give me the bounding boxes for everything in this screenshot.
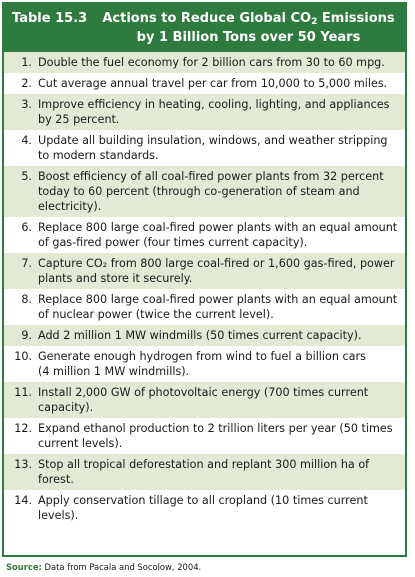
title-line1: Actions to Reduce Global CO bbox=[102, 11, 312, 26]
row-text-line: Add 2 million 1 MW windmills (50 times c… bbox=[38, 329, 362, 342]
row-number: 14. bbox=[14, 494, 32, 507]
table-row: 9. Add 2 million 1 MW windmills (50 times… bbox=[4, 325, 405, 346]
row-text-line: plants and store it securely. bbox=[38, 272, 193, 285]
row-text-line: Update all building insulation, windows,… bbox=[38, 134, 388, 147]
row-text-line: Capture CO₂ from 800 large coal-fired or… bbox=[38, 257, 395, 270]
row-number: 12. bbox=[14, 422, 32, 435]
table-row: 11. Install 2,000 GW of photovoltaic ener… bbox=[4, 382, 405, 418]
row-text-line: of nuclear power (twice the current leve… bbox=[38, 308, 274, 321]
row-text-line: by 25 percent. bbox=[38, 113, 120, 126]
row-text: Generate enough hydrogen from wind to fu… bbox=[38, 349, 399, 379]
row-text: Apply conservation tillage to all cropla… bbox=[38, 493, 399, 523]
row-number: 13. bbox=[14, 458, 32, 471]
row-text-line: electricity). bbox=[38, 200, 102, 213]
row-text: Replace 800 large coal-fired power plant… bbox=[38, 292, 399, 322]
source-label: Source: bbox=[6, 562, 42, 572]
row-number: 4. bbox=[21, 134, 32, 147]
row-number: 8. bbox=[21, 293, 32, 306]
table-row: 6. Replace 800 large coal-fired power pla… bbox=[4, 217, 405, 253]
row-number: 2. bbox=[21, 77, 32, 90]
row-text-line: Boost efficiency of all coal-fired power… bbox=[38, 170, 384, 183]
row-number: 9. bbox=[21, 329, 32, 342]
row-text-line: Apply conservation tillage to all cropla… bbox=[38, 494, 368, 507]
row-text: Expand ethanol production to 2 trillion … bbox=[38, 421, 399, 451]
row-text: Improve efficiency in heating, cooling, … bbox=[38, 97, 399, 127]
row-text: Install 2,000 GW of photovoltaic energy … bbox=[38, 385, 399, 415]
table-body: 1. Double the fuel economy for 2 billion … bbox=[4, 52, 405, 526]
row-text-line: to modern standards. bbox=[38, 149, 159, 162]
table-row: 8. Replace 800 large coal-fired power pla… bbox=[4, 289, 405, 325]
title-line2: by 1 Billion Tons over 50 Years bbox=[136, 30, 361, 45]
source-note: Source: Data from Pacala and Socolow, 20… bbox=[6, 562, 201, 572]
row-number: 10. bbox=[14, 350, 32, 363]
table-row: 1. Double the fuel economy for 2 billion … bbox=[4, 52, 405, 73]
title-subscript: 2 bbox=[311, 16, 318, 27]
row-text: Capture CO₂ from 800 large coal-fired or… bbox=[38, 256, 399, 286]
source-text: Data from Pacala and Socolow, 2004. bbox=[41, 562, 202, 572]
table-frame: Table 15.3 Actions to Reduce Global CO2 … bbox=[2, 2, 407, 557]
row-text-line: Generate enough hydrogen from wind to fu… bbox=[38, 350, 366, 363]
row-text-line: Replace 800 large coal-fired power plant… bbox=[38, 221, 398, 234]
row-text-line: current levels). bbox=[38, 437, 123, 450]
table-row: 3. Improve efficiency in heating, cooling… bbox=[4, 94, 405, 130]
table-row: 7. Capture CO₂ from 800 large coal-fired … bbox=[4, 253, 405, 289]
row-text-line: Improve efficiency in heating, cooling, … bbox=[38, 98, 390, 111]
row-text: Stop all tropical deforestation and repl… bbox=[38, 457, 399, 487]
row-text-line: forest. bbox=[38, 473, 74, 486]
table-number: Table 15.3 bbox=[12, 11, 88, 26]
table-row: 4. Update all building insulation, window… bbox=[4, 130, 405, 166]
row-text-line: Expand ethanol production to 2 trillion … bbox=[38, 422, 393, 435]
row-text: Boost efficiency of all coal-fired power… bbox=[38, 169, 399, 214]
row-text-line: Double the fuel economy for 2 billion ca… bbox=[38, 56, 385, 69]
table-row: 2. Cut average annual travel per car from… bbox=[4, 73, 405, 94]
row-text: Replace 800 large coal-fired power plant… bbox=[38, 220, 399, 250]
row-number: 3. bbox=[21, 98, 32, 111]
row-text-line: Install 2,000 GW of photovoltaic energy … bbox=[38, 386, 369, 399]
row-text: Cut average annual travel per car from 1… bbox=[38, 76, 399, 91]
row-text-line: Replace 800 large coal-fired power plant… bbox=[38, 293, 398, 306]
row-text-line: (4 million 1 MW windmills). bbox=[38, 365, 190, 378]
row-text-line: capacity). bbox=[38, 401, 94, 414]
table-row: 13. Stop all tropical deforestation and r… bbox=[4, 454, 405, 490]
row-number: 7. bbox=[21, 257, 32, 270]
title-line1-end: Emissions bbox=[317, 11, 395, 26]
row-text-line: Cut average annual travel per car from 1… bbox=[38, 77, 388, 90]
row-number: 5. bbox=[21, 170, 32, 183]
row-number: 1. bbox=[21, 56, 32, 69]
row-number: 6. bbox=[21, 221, 32, 234]
table-header: Table 15.3 Actions to Reduce Global CO2 … bbox=[4, 4, 405, 52]
row-number: 11. bbox=[14, 386, 32, 399]
table-row: 5. Boost efficiency of all coal-fired pow… bbox=[4, 166, 405, 217]
row-text-line: of gas-fired power (four times current c… bbox=[38, 236, 308, 249]
row-text-line: Stop all tropical deforestation and repl… bbox=[38, 458, 370, 471]
table-row: 14. Apply conservation tillage to all cro… bbox=[4, 490, 405, 526]
table-row: 10. Generate enough hydrogen from wind to… bbox=[4, 346, 405, 382]
row-text: Update all building insulation, windows,… bbox=[38, 133, 399, 163]
row-text: Add 2 million 1 MW windmills (50 times c… bbox=[38, 328, 399, 343]
row-text: Double the fuel economy for 2 billion ca… bbox=[38, 55, 399, 70]
row-text-line: levels). bbox=[38, 509, 79, 522]
row-text-line: today to 60 percent (through co-generati… bbox=[38, 185, 360, 198]
table-title: Actions to Reduce Global CO2 Emissions b… bbox=[100, 9, 397, 47]
table-row: 12. Expand ethanol production to 2 trilli… bbox=[4, 418, 405, 454]
